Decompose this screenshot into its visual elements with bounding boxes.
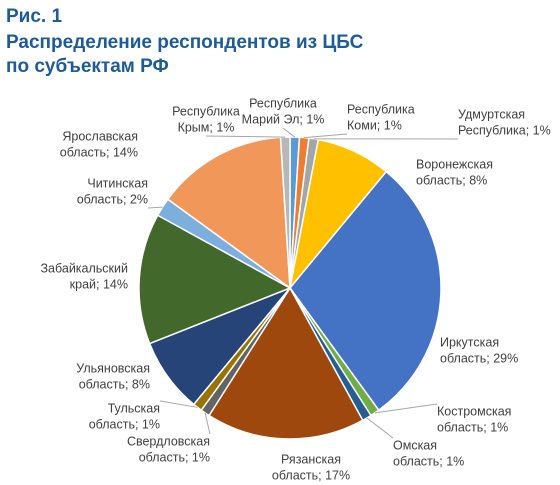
chart-title: по субъектам РФ xyxy=(6,56,169,77)
data-label: Крым; 1% xyxy=(178,120,235,134)
data-label: Республика xyxy=(347,102,415,116)
data-label: Ярославская xyxy=(62,129,138,143)
data-label: Республика xyxy=(172,104,240,118)
leader-line xyxy=(159,400,198,408)
leader-line xyxy=(205,135,286,138)
data-label: край; 14% xyxy=(70,277,128,291)
data-label: Ульяновская xyxy=(76,361,150,375)
data-label: Костромская xyxy=(437,404,511,418)
data-label: Забайкальский xyxy=(41,261,129,275)
data-label: Свердловская xyxy=(127,434,210,448)
leader-line xyxy=(374,403,438,414)
data-label: область; 1% xyxy=(437,420,508,434)
pie-slice xyxy=(166,136,291,290)
figure-label: Рис. 1 xyxy=(6,6,62,27)
data-label: Омская xyxy=(393,438,437,452)
leader-line xyxy=(147,206,163,209)
leader-line xyxy=(366,417,394,439)
data-label: Республика; 1% xyxy=(458,123,551,137)
data-label: область; 8% xyxy=(416,173,487,187)
data-label: Удмуртская xyxy=(458,107,525,121)
data-label: область; 1% xyxy=(89,417,160,431)
pie-slice xyxy=(289,170,442,412)
data-label: Рязанская xyxy=(281,452,341,466)
leader-line xyxy=(282,127,296,138)
chart-title: Распределение респондентов из ЦБС xyxy=(6,32,364,53)
data-label: Республика xyxy=(249,96,317,110)
leader-line xyxy=(204,412,211,435)
data-label: Коми; 1% xyxy=(347,118,402,132)
data-label: область; 1% xyxy=(393,454,464,468)
data-label: область; 14% xyxy=(60,145,138,159)
data-label: область; 1% xyxy=(139,450,210,464)
pie-slice xyxy=(138,214,292,345)
data-label: область; 17% xyxy=(272,468,350,482)
data-label: Тульская xyxy=(108,401,160,415)
data-label: Марий Эл; 1% xyxy=(242,112,325,126)
data-label: область; 29% xyxy=(440,351,518,365)
data-label: область; 8% xyxy=(79,377,150,391)
data-label: Читинская xyxy=(87,176,148,190)
data-label: Иркутская xyxy=(440,335,499,349)
data-label: Воронежская xyxy=(416,157,493,171)
data-label: область; 2% xyxy=(77,192,148,206)
leader-line xyxy=(304,133,348,139)
pie-slice xyxy=(208,286,364,440)
